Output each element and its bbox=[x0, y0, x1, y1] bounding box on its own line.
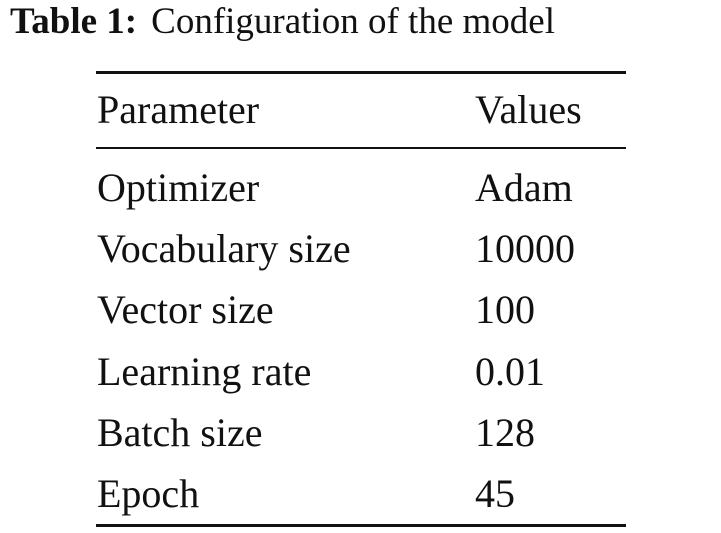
top-rule bbox=[96, 71, 626, 74]
caption-label: Table 1: bbox=[10, 1, 138, 42]
caption-text: Configuration of the model bbox=[151, 1, 555, 42]
table-cell: Optimizer bbox=[97, 165, 260, 210]
table-cell: Batch size bbox=[97, 409, 263, 455]
table-cell: Epoch bbox=[97, 471, 200, 516]
header-cell: Parameter bbox=[97, 87, 260, 132]
table-cell: 45 bbox=[475, 471, 515, 516]
table-cell: 128 bbox=[475, 409, 535, 455]
table-cell: Vocabulary size bbox=[97, 226, 351, 272]
table-cell: Vector size bbox=[97, 287, 274, 333]
bottom-rule bbox=[96, 524, 626, 527]
table-cell: Learning rate bbox=[97, 348, 312, 394]
table-caption: Table 1: Configuration of the model bbox=[10, 0, 555, 44]
mid-rule bbox=[96, 147, 626, 149]
table-cell: 100 bbox=[475, 287, 535, 333]
table-cell: Adam bbox=[475, 165, 573, 210]
table-cell: 10000 bbox=[475, 226, 575, 272]
header-cell: Values bbox=[475, 87, 582, 132]
table-cell: 0.01 bbox=[475, 348, 545, 394]
